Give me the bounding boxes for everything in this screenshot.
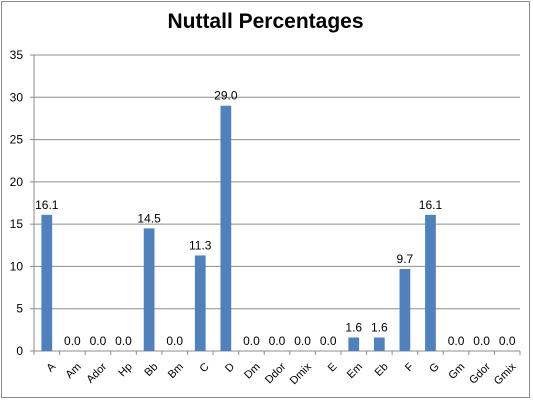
- data-label: 0.0: [90, 334, 107, 348]
- x-tick-label: Bm: [166, 361, 186, 381]
- x-tick-label: Bb: [142, 361, 160, 379]
- x-tick-label: Dmix: [288, 361, 315, 388]
- y-tick-label: 25: [10, 133, 24, 147]
- x-tick-label: Eb: [373, 361, 391, 379]
- data-label: 14.5: [137, 211, 161, 225]
- y-tick-label: 10: [10, 259, 24, 273]
- data-label: 0.0: [448, 334, 465, 348]
- y-tick-label: 20: [10, 175, 24, 189]
- x-tick-label: Ddor: [263, 361, 289, 387]
- data-label: 16.1: [419, 198, 443, 212]
- x-tick-label: Em: [345, 361, 365, 381]
- data-label: 16.1: [35, 198, 59, 212]
- y-tick-label: 15: [10, 217, 24, 231]
- bar: [220, 105, 232, 351]
- y-tick-label: 5: [16, 302, 23, 316]
- x-tick-label: A: [44, 360, 58, 374]
- data-label: 0.0: [473, 334, 490, 348]
- data-label: 29.0: [214, 89, 238, 103]
- bar: [373, 337, 385, 351]
- data-label: 11.3: [189, 238, 212, 252]
- data-label: 0.0: [320, 334, 337, 348]
- data-label: 0.0: [269, 334, 286, 348]
- data-label: 0.0: [166, 334, 183, 348]
- x-tick-label: Hp: [116, 361, 134, 379]
- bar: [194, 255, 206, 351]
- x-tick-label: C: [197, 361, 211, 375]
- bar: [41, 214, 53, 351]
- x-tick-label: E: [326, 361, 340, 375]
- bar: [143, 228, 155, 351]
- chart-title: Nuttall Percentages: [167, 10, 364, 33]
- data-label: 1.6: [345, 320, 362, 334]
- x-tick-label: D: [223, 361, 237, 375]
- bar: [348, 337, 360, 351]
- data-label: 0.0: [115, 334, 132, 348]
- bar: [399, 268, 411, 351]
- y-tick-label: 30: [10, 90, 24, 104]
- data-label: 1.6: [371, 320, 388, 334]
- data-label: 0.0: [499, 334, 516, 348]
- x-tick-label: F: [403, 361, 416, 374]
- data-label: 9.7: [397, 252, 414, 266]
- x-tick-label: Am: [64, 361, 84, 381]
- x-tick-label: Dm: [242, 361, 263, 382]
- y-tick-label: 35: [10, 48, 24, 62]
- x-tick-label: Ador: [84, 361, 109, 386]
- x-tick-label: G: [427, 361, 442, 376]
- x-tick-label: Gdor: [467, 361, 493, 387]
- x-tick-label: Gmix: [492, 361, 519, 388]
- y-tick-label: 0: [16, 344, 23, 358]
- data-label: 0.0: [64, 334, 81, 348]
- data-label: 0.0: [243, 334, 260, 348]
- x-tick-label: Gm: [446, 361, 467, 382]
- bar: [425, 214, 436, 351]
- data-label: 0.0: [294, 334, 311, 348]
